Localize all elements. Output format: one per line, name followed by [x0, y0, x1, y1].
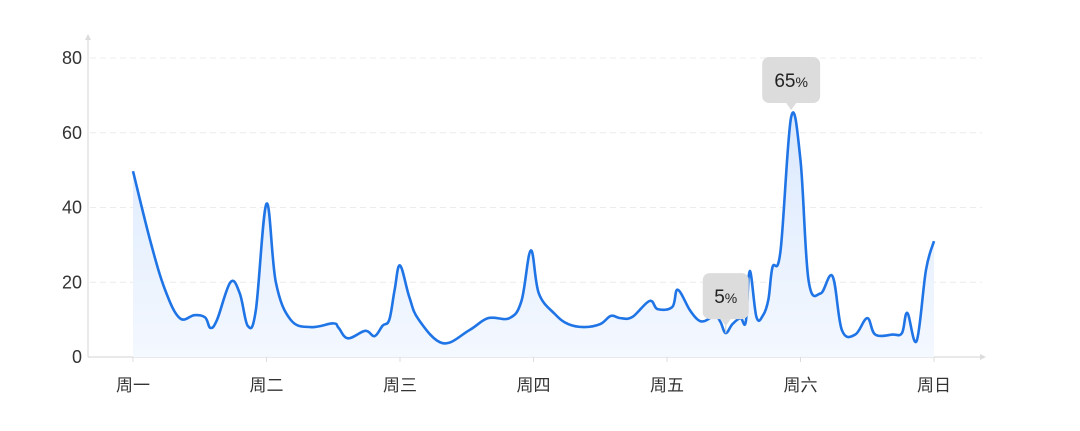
y-tick-label: 0 — [72, 347, 82, 367]
grid-lines — [90, 57, 982, 283]
data-label-value: 65 — [774, 71, 795, 92]
series-line — [131, 111, 936, 345]
x-tick-label: 周一 — [116, 376, 150, 396]
x-tick-label: 周日 — [917, 376, 951, 396]
y-tick-label: 80 — [62, 48, 82, 68]
annotations: 5%65% — [702, 57, 821, 334]
data-label: 5% — [702, 273, 749, 334]
x-tick-label: 周三 — [383, 376, 417, 396]
y-tick-label: 60 — [62, 123, 82, 143]
data-label-pointer — [720, 319, 731, 327]
area-fill — [133, 112, 934, 357]
data-label-pointer — [786, 103, 797, 111]
data-label-unit: % — [725, 290, 737, 306]
data-label-text: 65% — [774, 71, 808, 92]
x-tick-label: 周四 — [517, 376, 551, 396]
y-tick-label: 20 — [62, 272, 82, 292]
data-label-text: 5% — [714, 287, 737, 308]
data-label-value: 5 — [714, 287, 725, 308]
y-axis-arrow-icon — [85, 34, 91, 40]
data-label: 65% — [762, 57, 821, 111]
x-tick-label: 周六 — [784, 376, 818, 396]
data-label-unit: % — [795, 74, 807, 90]
x-tick-label: 周二 — [250, 376, 284, 396]
x-tick-label: 周五 — [650, 376, 684, 396]
y-axis-ticks: 0 20 40 60 80 — [62, 48, 82, 367]
x-axis-arrow-icon — [980, 354, 986, 360]
y-tick-label: 40 — [62, 198, 82, 218]
data-label-box — [762, 57, 821, 104]
x-axis-ticks: 周一 周二 周三 周四 周五 周六 周日 — [116, 357, 951, 396]
data-label-box — [702, 273, 749, 320]
